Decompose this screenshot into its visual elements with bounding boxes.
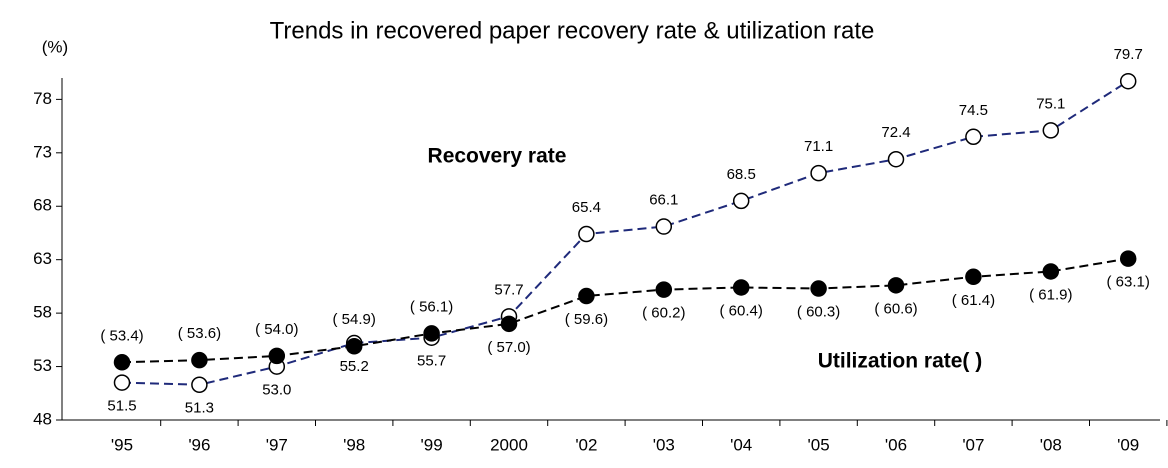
data-point — [732, 279, 750, 296]
data-point — [1042, 263, 1060, 280]
data-label: 51.5 — [107, 398, 136, 415]
data-label: 51.3 — [185, 400, 214, 417]
y-tick-label: 53 — [33, 356, 52, 375]
data-label: ( 53.4) — [100, 327, 143, 344]
data-point — [732, 192, 750, 210]
y-tick-label: 63 — [33, 249, 52, 268]
data-label: 74.5 — [959, 102, 988, 119]
data-label: ( 60.4) — [720, 302, 763, 319]
x-tick-label: '02 — [575, 435, 597, 454]
data-label: 71.1 — [804, 138, 833, 155]
data-point — [887, 150, 905, 168]
data-label: 55.2 — [340, 358, 369, 375]
data-point — [1119, 250, 1137, 267]
data-point — [113, 374, 131, 391]
data-point — [655, 218, 673, 235]
x-tick-label: '98 — [343, 435, 365, 454]
data-point — [423, 325, 440, 342]
x-tick-label: '06 — [885, 435, 907, 454]
data-point — [810, 164, 827, 182]
x-tick-label: '04 — [730, 435, 752, 454]
data-point — [887, 277, 905, 294]
x-tick-label: 2000 — [490, 435, 528, 454]
data-label: ( 53.6) — [178, 325, 221, 342]
x-tick-label: '05 — [808, 435, 830, 454]
data-point — [268, 347, 286, 365]
x-tick-label: '09 — [1117, 435, 1139, 454]
data-label: ( 60.2) — [642, 305, 685, 322]
data-point — [578, 225, 595, 243]
data-point — [810, 280, 827, 297]
data-label: 57.7 — [494, 281, 523, 298]
data-label: 65.4 — [572, 199, 601, 216]
data-point — [113, 354, 131, 371]
data-label: 75.1 — [1036, 95, 1065, 112]
series-annotation: Utilization rate( ) — [818, 350, 983, 373]
data-label: ( 57.0) — [487, 339, 530, 356]
data-label: 79.7 — [1114, 46, 1143, 63]
y-tick-label: 78 — [33, 89, 52, 108]
data-point — [191, 376, 208, 393]
x-tick-label: '95 — [111, 435, 133, 454]
data-label: ( 54.0) — [255, 321, 298, 338]
data-label: 55.7 — [417, 353, 446, 370]
x-tick-label: '07 — [962, 435, 984, 454]
data-point — [655, 281, 673, 298]
chart-title: Trends in recovered paper recovery rate … — [270, 17, 875, 44]
data-point — [345, 338, 363, 355]
data-point — [965, 268, 982, 286]
y-tick-label: 58 — [33, 303, 52, 322]
y-tick-label: 73 — [33, 142, 52, 161]
x-tick-label: '97 — [266, 435, 288, 454]
data-point — [965, 128, 982, 146]
data-point — [1042, 122, 1060, 139]
data-label: 66.1 — [649, 192, 678, 209]
y-axis-label: (%) — [42, 37, 68, 56]
data-point — [191, 351, 208, 369]
data-label: ( 56.1) — [410, 298, 453, 315]
series-line — [121, 80, 1129, 386]
x-tick-label: '96 — [188, 435, 210, 454]
series-line — [121, 257, 1129, 364]
data-label: ( 59.6) — [565, 311, 608, 328]
data-label: 72.4 — [881, 124, 910, 141]
y-tick-label: 68 — [33, 196, 52, 215]
series-annotation: Recovery rate — [428, 145, 567, 168]
data-point — [578, 287, 595, 305]
data-label: 53.0 — [262, 382, 291, 399]
data-point — [1119, 72, 1137, 90]
x-tick-label: '99 — [421, 435, 443, 454]
data-label: 68.5 — [727, 166, 756, 183]
data-label: ( 61.9) — [1029, 286, 1072, 303]
data-label: ( 60.3) — [797, 304, 840, 321]
x-tick-label: '08 — [1040, 435, 1062, 454]
data-point — [500, 315, 518, 333]
data-label: ( 63.1) — [1107, 274, 1150, 291]
x-tick-label: '03 — [653, 435, 675, 454]
data-label: ( 61.4) — [952, 292, 995, 309]
data-label: ( 54.9) — [333, 311, 376, 328]
y-tick-label: 48 — [33, 409, 52, 428]
data-label: ( 60.6) — [874, 300, 917, 317]
